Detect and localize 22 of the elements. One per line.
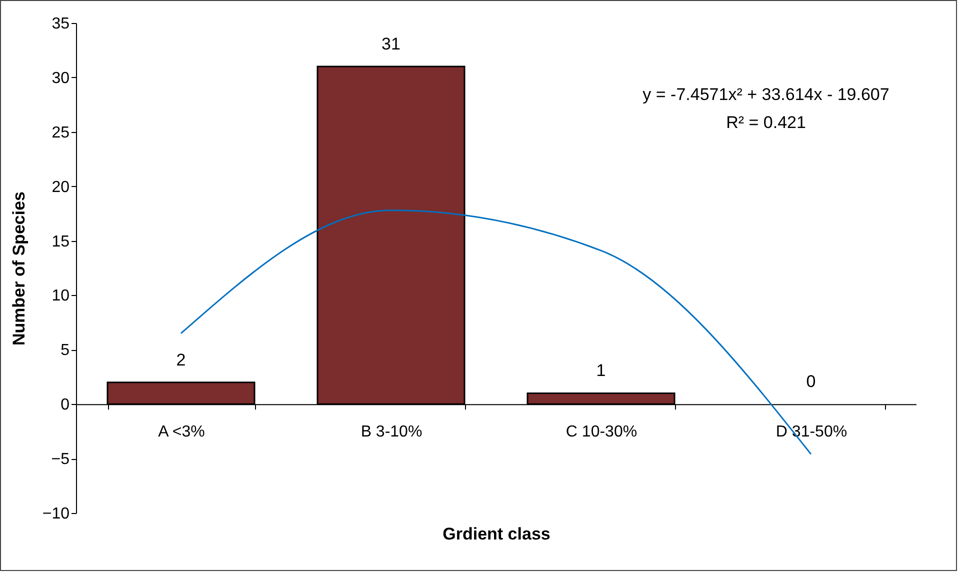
x-axis-title: Grdient class (442, 524, 550, 544)
y-axis-title: Number of Species (9, 192, 28, 346)
annotation: R² = 0.421 (726, 113, 806, 132)
x-tick-label: D 31-50% (776, 424, 848, 441)
x-tick-label: A <3% (158, 424, 205, 441)
y-tick-label: 35 (52, 16, 70, 32)
annotation: y = -7.4571x² + 33.614x - 19.607 (642, 85, 890, 104)
y-tick-label: 20 (52, 178, 70, 196)
y-tick-label: 10 (52, 288, 70, 305)
data-label: 31 (382, 34, 400, 54)
y-tick-label: 0 (60, 396, 70, 414)
y-tick-label: −10 (42, 506, 70, 522)
x-tick-label: C 10-30% (566, 424, 638, 441)
y-tick-label: 5 (60, 342, 70, 360)
x-tick-label: B 3-10% (360, 424, 422, 441)
data-label: 0 (806, 372, 816, 392)
y-tick-label: 25 (52, 124, 70, 142)
data-label: 1 (596, 361, 606, 380)
y-tick-label: 15 (52, 233, 70, 250)
y-tick-label: 30 (52, 70, 70, 87)
y-tick-label: −5 (51, 451, 70, 468)
data-label: 2 (176, 350, 186, 370)
